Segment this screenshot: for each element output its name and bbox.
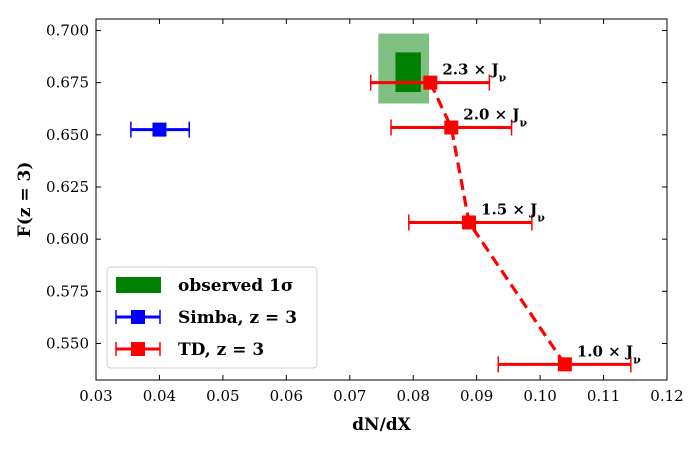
y-tick-label: 0.575: [46, 282, 89, 300]
plot-frame: [95, 18, 668, 381]
point-annotation: 2.0 × Jν: [463, 106, 527, 130]
observed-inner-rect: [395, 52, 421, 93]
points-group: [130, 74, 632, 373]
x-tick-label: 0.12: [650, 387, 683, 405]
x-tick-label: 0.07: [333, 387, 366, 405]
x-tick-label: 0.08: [397, 387, 430, 405]
x-axis-label: dN/dX: [352, 415, 412, 435]
legend-marker-simba-z: [131, 310, 145, 324]
legend-marker-td-z: [131, 342, 145, 356]
legend: observed 1σ Simba, z = 3 TD, z = 3: [106, 266, 318, 369]
legend-label: TD, z = 3: [178, 340, 264, 360]
y-tick-label: 0.700: [46, 21, 89, 39]
td-z-point: [462, 215, 477, 230]
y-axis-label: F(z = 3): [15, 162, 35, 238]
simba-z-point: [152, 122, 167, 137]
td-z-point: [423, 75, 438, 90]
legend-label: Simba, z = 3: [178, 308, 297, 328]
y-tick-label: 0.650: [46, 126, 89, 144]
series-lines-group: [428, 81, 567, 366]
observed-region-group: [378, 33, 430, 104]
y-tick-label: 0.550: [46, 334, 89, 352]
x-tick-label: 0.09: [460, 387, 493, 405]
x-tick-label: 0.05: [206, 387, 239, 405]
y-tick-label: 0.675: [46, 74, 89, 92]
td-z-line: [428, 81, 567, 366]
annotations-group: 2.3 × Jν 2.0 × Jν 1.5 × Jν 1.0 × Jν: [442, 61, 641, 366]
x-tick-label: 0.11: [587, 387, 620, 405]
x-tick-label: 0.10: [523, 387, 556, 405]
td-z-point: [444, 120, 459, 135]
x-tick-label: 0.06: [270, 387, 303, 405]
ticks-group: 0.03 0.04 0.05 0.06 0.07 0.08 0.09 0.10 0.11 0.12…: [46, 19, 684, 405]
y-tick-label: 0.625: [46, 178, 89, 196]
point-annotation: 2.3 × Jν: [442, 61, 506, 85]
y-tick-label: 0.600: [46, 230, 89, 248]
td-z-point: [557, 357, 572, 372]
legend-label: observed 1σ: [178, 276, 293, 296]
point-annotation: 1.0 × Jν: [577, 342, 641, 366]
x-tick-label: 0.03: [79, 387, 112, 405]
x-tick-label: 0.04: [143, 387, 176, 405]
point-annotation: 1.5 × Jν: [481, 200, 545, 224]
legend-swatch-observed: [116, 277, 161, 293]
